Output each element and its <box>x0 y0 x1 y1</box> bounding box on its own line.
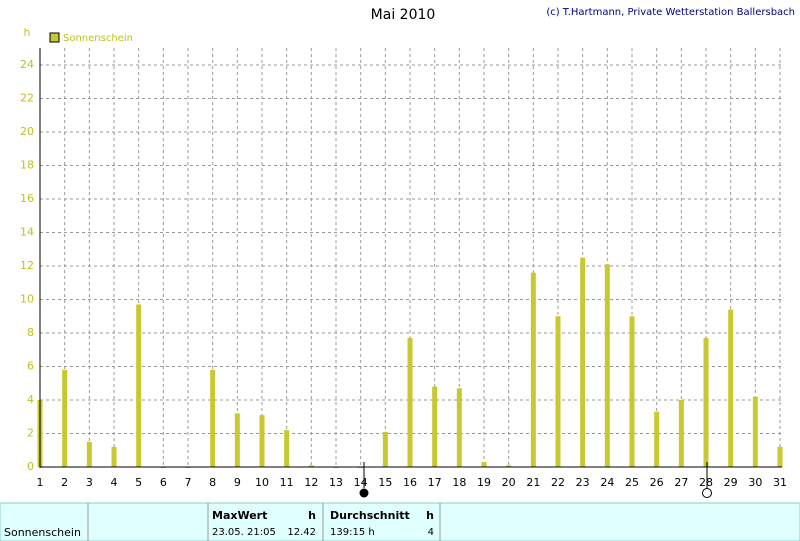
x-tick-label: 29 <box>724 476 738 489</box>
x-tick-label: 7 <box>185 476 192 489</box>
bar <box>481 461 487 467</box>
bar <box>259 415 265 467</box>
max-unit: h <box>308 509 316 522</box>
bar <box>62 369 68 467</box>
bar <box>654 411 660 467</box>
bar <box>234 413 240 467</box>
y-tick-label: 10 <box>20 293 34 306</box>
new-moon <box>359 488 369 498</box>
x-tick-label: 12 <box>304 476 318 489</box>
y-tick-label: 8 <box>27 326 34 339</box>
x-tick-label: 5 <box>135 476 142 489</box>
x-tick-label: 17 <box>428 476 442 489</box>
x-tick-label: 3 <box>86 476 93 489</box>
max-date: 23.05. 21:05 <box>212 527 276 538</box>
x-tick-label: 9 <box>234 476 241 489</box>
bar <box>308 465 314 467</box>
x-tick-label: 21 <box>526 476 540 489</box>
x-tick-label: 30 <box>748 476 762 489</box>
avg-value: 4 <box>428 527 434 538</box>
x-tick-label: 8 <box>209 476 216 489</box>
x-tick-label: 1 <box>37 476 44 489</box>
bar <box>580 257 586 467</box>
summary-table <box>0 502 800 541</box>
bar <box>210 369 216 467</box>
bar <box>506 465 512 467</box>
y-tick-label: 14 <box>20 226 34 239</box>
y-unit: h <box>24 26 31 39</box>
full-moon <box>702 488 712 498</box>
chart-title: Mai 2010 <box>371 7 436 23</box>
bar <box>752 396 758 467</box>
legend-label: Sonnenschein <box>63 33 133 44</box>
bar <box>777 446 783 467</box>
x-tick-label: 27 <box>674 476 688 489</box>
y-tick-label: 20 <box>20 125 34 138</box>
y-tick-label: 2 <box>27 427 34 440</box>
y-tick-label: 12 <box>20 259 34 272</box>
x-tick-label: 6 <box>160 476 167 489</box>
bar <box>530 272 536 467</box>
bar <box>555 316 561 467</box>
x-tick-label: 20 <box>502 476 516 489</box>
y-tick-label: 22 <box>20 92 34 105</box>
x-tick-label: 4 <box>111 476 118 489</box>
bar <box>111 446 117 467</box>
legend-swatch <box>49 32 60 43</box>
bar <box>456 388 462 467</box>
bar <box>728 309 734 467</box>
y-tick-label: 16 <box>20 192 34 205</box>
bar <box>629 316 635 467</box>
avg-header: Durchschnitt <box>330 509 410 522</box>
bar <box>136 304 142 467</box>
bar <box>703 338 709 467</box>
x-tick-label: 26 <box>650 476 664 489</box>
bar <box>407 338 413 467</box>
bar <box>382 431 388 467</box>
bar <box>284 430 290 467</box>
x-tick-label: 11 <box>280 476 294 489</box>
x-tick-label: 2 <box>61 476 68 489</box>
copyright: (c) T.Hartmann, Private Wetterstation Ba… <box>546 7 795 18</box>
x-tick-label: 28 <box>699 476 713 489</box>
x-tick-label: 13 <box>329 476 343 489</box>
bar <box>678 400 684 467</box>
x-tick-label: 22 <box>551 476 565 489</box>
y-tick-label: 6 <box>27 360 34 373</box>
bar <box>86 441 92 467</box>
y-tick-label: 0 <box>27 460 34 473</box>
x-tick-label: 19 <box>477 476 491 489</box>
y-tick-label: 18 <box>20 159 34 172</box>
x-tick-label: 23 <box>576 476 590 489</box>
max-header: MaxWert <box>212 509 267 522</box>
y-tick-label: 24 <box>20 58 34 71</box>
x-tick-label: 31 <box>773 476 787 489</box>
x-tick-label: 24 <box>600 476 614 489</box>
x-tick-label: 15 <box>378 476 392 489</box>
x-tick-label: 10 <box>255 476 269 489</box>
avg-unit: h <box>426 509 434 522</box>
max-value: 12.42 <box>287 527 316 538</box>
avg-total: 139:15 h <box>330 527 375 538</box>
y-tick-label: 4 <box>27 393 34 406</box>
x-tick-label: 14 <box>354 476 368 489</box>
row-label: Sonnenschein <box>4 526 81 539</box>
bar <box>604 264 610 467</box>
x-tick-label: 25 <box>625 476 639 489</box>
bar <box>432 386 438 467</box>
x-tick-label: 16 <box>403 476 417 489</box>
x-tick-label: 18 <box>452 476 466 489</box>
